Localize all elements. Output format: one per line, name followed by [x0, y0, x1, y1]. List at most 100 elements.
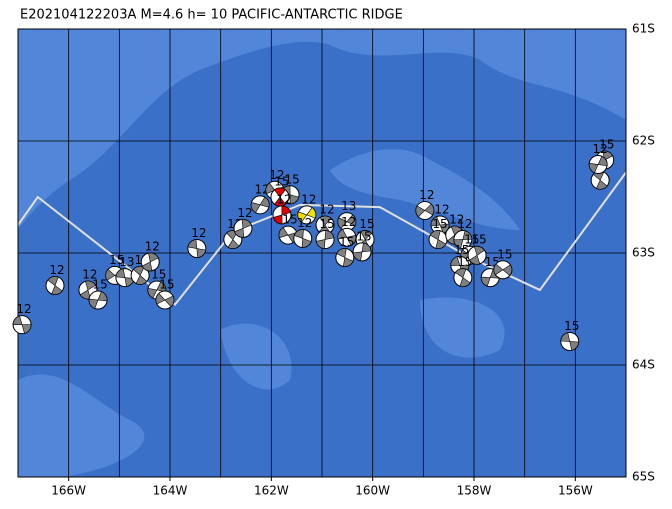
x-tick-label: 164W	[153, 484, 188, 498]
compression-quadrant	[473, 245, 485, 256]
compression-quadrant	[453, 239, 464, 249]
compression-quadrant	[293, 229, 304, 239]
focal-mechanism	[335, 247, 355, 267]
focal-mechanism	[155, 290, 175, 310]
depth-label: 15	[159, 278, 174, 292]
compression-quadrant	[424, 203, 435, 216]
depth-label: 12	[457, 217, 472, 231]
compression-quadrant	[97, 291, 108, 302]
depth-label: 15	[151, 267, 166, 281]
focal-mechanism	[337, 227, 357, 247]
focal-mechanism	[588, 155, 608, 175]
focal-mechanism	[12, 315, 32, 335]
compression-quadrant	[361, 242, 372, 253]
compression-quadrant	[596, 179, 608, 190]
compression-quadrant	[502, 264, 513, 277]
compression-quadrant	[227, 239, 240, 249]
focal-mechanism	[233, 218, 253, 238]
compression-quadrant	[306, 207, 317, 219]
focal-mechanism	[467, 245, 487, 265]
depth-label: 15	[282, 213, 297, 227]
depth-label: 13	[341, 199, 356, 213]
x-tick-label: 166W	[51, 484, 86, 498]
compression-quadrant	[455, 268, 467, 279]
compression-quadrant	[337, 217, 348, 229]
y-tick-label: 64S	[632, 358, 655, 372]
depth-label: 15	[599, 138, 614, 152]
focal-mechanism	[415, 200, 435, 220]
depth-label: 15	[432, 217, 447, 231]
depth-label: 15	[564, 319, 579, 333]
depth-label: 12	[82, 267, 97, 281]
compression-quadrant	[602, 150, 614, 161]
depth-label: 15	[497, 247, 512, 261]
depth-label: 12	[269, 168, 284, 182]
compression-quadrant	[588, 162, 599, 174]
compression-quadrant	[155, 292, 166, 305]
compression-quadrant	[164, 295, 175, 308]
depth-label: 15	[464, 233, 479, 247]
depth-label: 13	[119, 255, 134, 269]
compression-quadrant	[342, 257, 354, 267]
depth-label: 15	[109, 253, 124, 267]
focal-mechanism	[78, 280, 98, 300]
compression-quadrant	[289, 194, 300, 205]
compression-quadrant	[51, 285, 63, 295]
y-tick-label: 61S	[632, 22, 655, 36]
compression-quadrant	[415, 205, 426, 218]
focal-mechanism	[250, 195, 270, 215]
compression-quadrant	[88, 298, 99, 309]
depth-label: 12	[276, 192, 291, 206]
focal-mechanism	[88, 290, 108, 310]
compression-quadrant	[187, 239, 198, 249]
compression-quadrant	[141, 261, 153, 272]
x-tick-label: 160W	[355, 484, 390, 498]
focal-mechanism	[560, 331, 580, 351]
depth-label: 12	[237, 206, 252, 220]
compression-quadrant	[337, 228, 348, 240]
focal-mechanism	[352, 242, 372, 262]
focal-mechanism	[590, 170, 610, 190]
compression-quadrant	[560, 332, 571, 342]
compression-quadrant	[597, 155, 608, 167]
compression-quadrant	[493, 263, 504, 276]
compression-quadrant	[429, 230, 441, 241]
focal-mechanism	[187, 239, 207, 259]
y-tick-label: 65S	[632, 470, 655, 484]
compression-quadrant	[259, 196, 270, 208]
y-tick-label: 63S	[632, 246, 655, 260]
compression-quadrant	[297, 211, 308, 223]
compression-quadrant	[241, 219, 252, 229]
compression-quadrant	[12, 315, 23, 326]
compression-quadrant	[569, 341, 580, 351]
compression-quadrant	[115, 268, 126, 278]
compression-quadrant	[281, 205, 291, 216]
depth-label: 12	[145, 239, 160, 253]
focal-mechanism	[272, 205, 292, 225]
depth-label: 15	[274, 175, 289, 189]
compression-quadrant	[480, 276, 491, 287]
focal-mechanism	[428, 230, 448, 250]
map-title: E202104122203A M=4.6 h= 10 PACIFIC-ANTAR…	[20, 8, 403, 23]
focal-mechanism	[130, 265, 150, 285]
depth-label: 15	[92, 278, 107, 292]
compression-quadrant	[324, 230, 335, 240]
compression-quadrant	[360, 230, 373, 241]
depth-label: 12	[16, 302, 31, 316]
depth-label: 15	[454, 243, 469, 257]
y-tick-label: 62S	[632, 134, 655, 148]
compression-quadrant	[462, 230, 473, 240]
depth-label: 12	[297, 216, 312, 230]
compression-quadrant	[148, 252, 159, 263]
focal-mechanism	[453, 268, 473, 288]
compression-quadrant	[272, 214, 283, 225]
depth-label: 15	[356, 229, 371, 243]
compression-quadrant	[105, 268, 116, 281]
compression-quadrant	[196, 248, 207, 258]
depth-label: 12	[592, 142, 607, 156]
compression-quadrant	[21, 324, 32, 334]
compression-quadrant	[85, 280, 97, 291]
compression-quadrant	[315, 239, 326, 249]
compression-quadrant	[346, 214, 357, 226]
